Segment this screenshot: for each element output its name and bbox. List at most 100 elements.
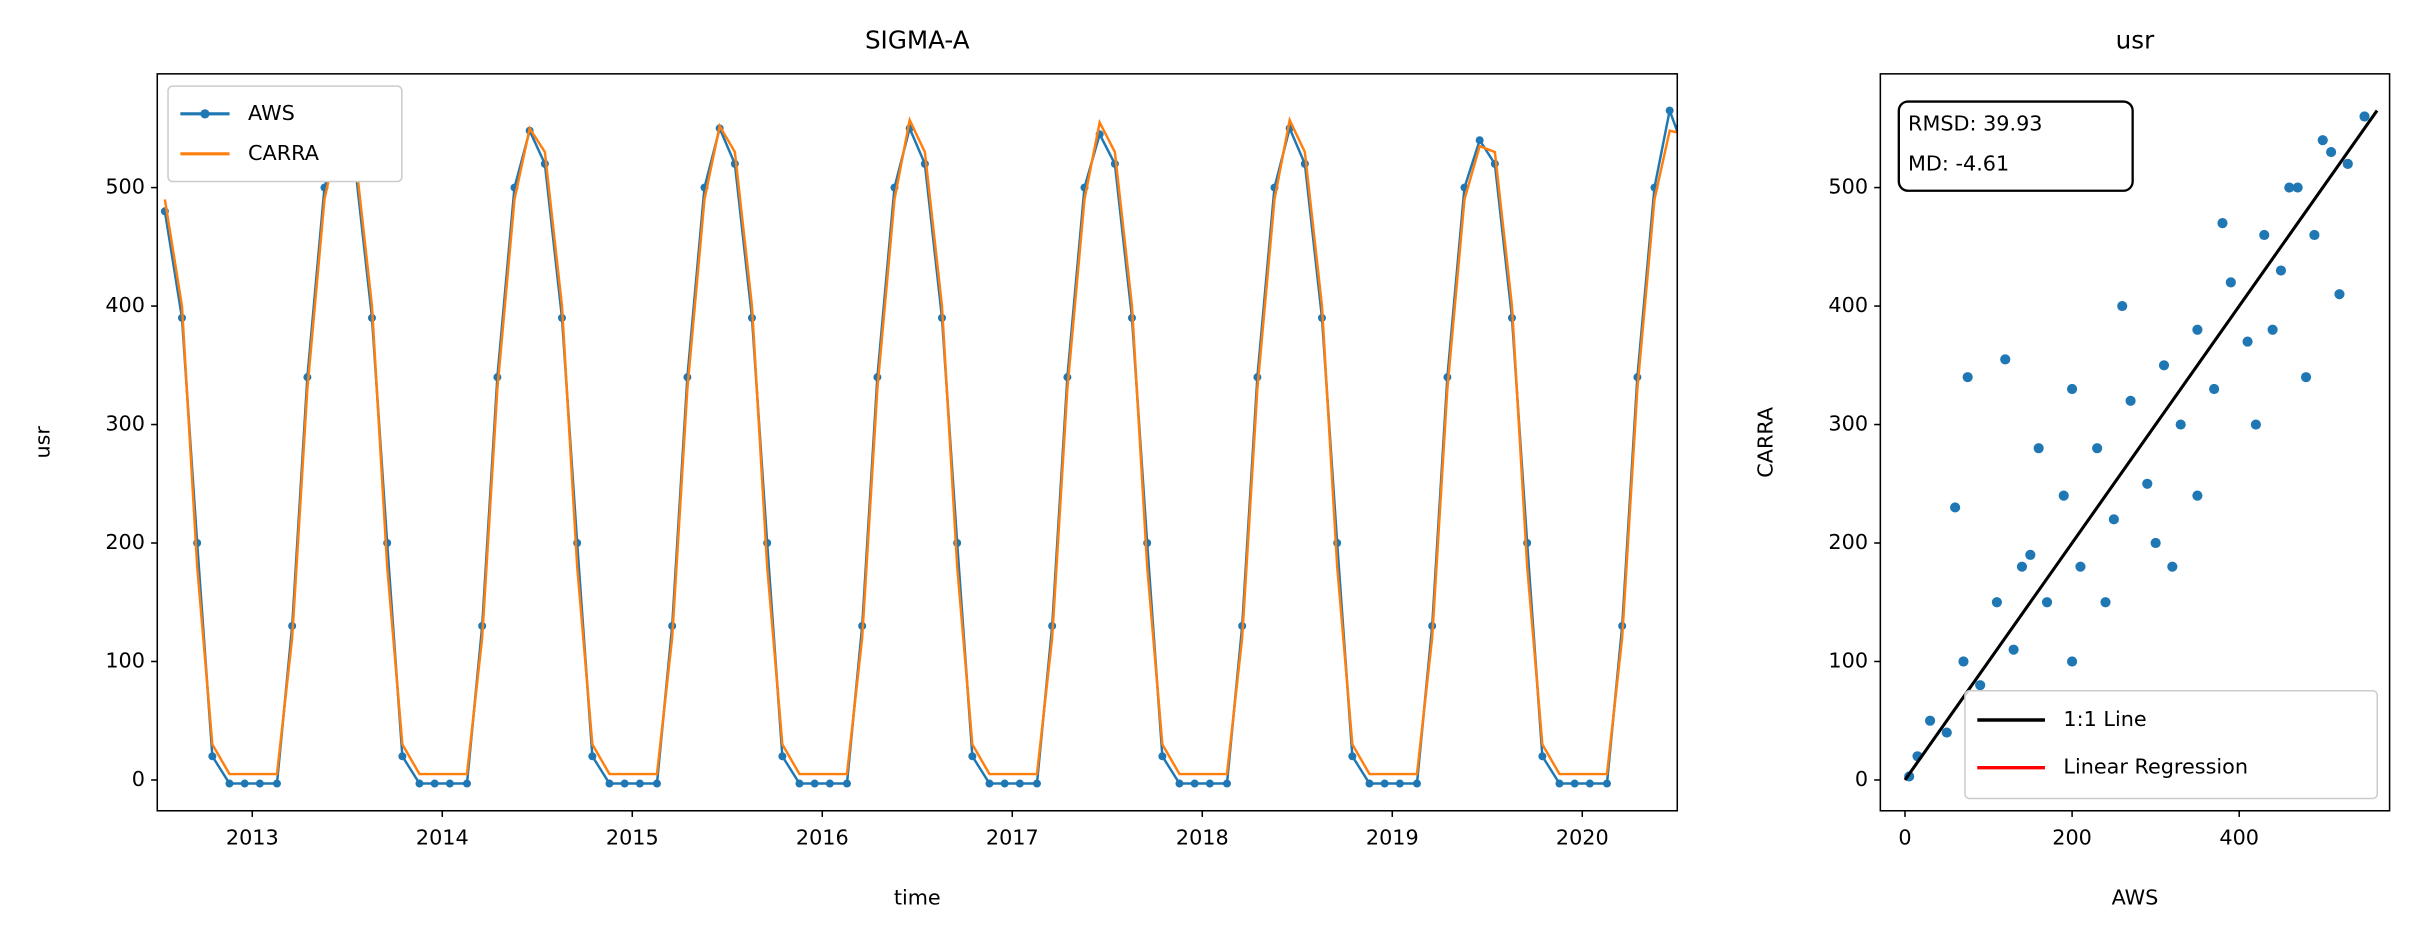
point-marker bbox=[778, 752, 787, 761]
y-tick-label: 200 bbox=[105, 530, 145, 554]
point-marker bbox=[1158, 752, 1167, 761]
series-line bbox=[163, 106, 1678, 785]
scatter-point bbox=[2016, 561, 2028, 572]
scatter-point bbox=[2225, 277, 2236, 288]
point-marker bbox=[415, 779, 424, 788]
annotation-text: MD: -4.61 bbox=[1908, 152, 2009, 176]
x-tick-label: 2017 bbox=[986, 825, 1039, 849]
scatter-point bbox=[1958, 656, 1969, 667]
scatter-point bbox=[1975, 680, 1986, 691]
x-tick-label: 2015 bbox=[606, 825, 659, 849]
x-axis-label: time bbox=[894, 885, 941, 909]
x-tick-label: 2016 bbox=[796, 825, 849, 849]
y-tick-label: 400 bbox=[105, 293, 145, 317]
point-marker bbox=[635, 779, 644, 788]
y-tick-label: 0 bbox=[132, 767, 145, 791]
scatter-point bbox=[2150, 537, 2161, 549]
point-marker bbox=[842, 779, 851, 788]
scatter-point bbox=[2108, 514, 2119, 525]
x-tick-label: 2018 bbox=[1176, 825, 1229, 849]
scatter-point bbox=[2175, 419, 2186, 430]
plot-area bbox=[1903, 109, 2379, 782]
series-line bbox=[163, 116, 1678, 776]
point-marker bbox=[430, 779, 439, 788]
point-marker bbox=[652, 779, 661, 788]
y-tick-label: 500 bbox=[1828, 175, 1868, 199]
point-marker bbox=[208, 752, 217, 761]
x-tick-label: 2014 bbox=[416, 825, 469, 849]
scatter-point bbox=[2217, 218, 2228, 229]
x-tick-label: 400 bbox=[2219, 825, 2259, 849]
point-marker bbox=[1190, 779, 1199, 788]
legend-label: Linear Regression bbox=[2063, 755, 2248, 779]
annotation-text: RMSD: 39.93 bbox=[1908, 112, 2042, 136]
scatter-point bbox=[2317, 135, 2328, 146]
legend-label: AWS bbox=[248, 101, 295, 125]
point-marker bbox=[1412, 779, 1421, 788]
scatter-point bbox=[2300, 372, 2312, 383]
point-marker bbox=[1380, 779, 1389, 788]
legend-box bbox=[167, 85, 403, 183]
point-marker bbox=[825, 779, 834, 788]
point-marker bbox=[255, 779, 264, 788]
chart-title: SIGMA-A bbox=[865, 26, 970, 55]
scatter-point bbox=[2092, 443, 2103, 454]
scatter-point bbox=[2025, 549, 2036, 560]
scatter-point bbox=[1941, 727, 1952, 738]
point-marker bbox=[272, 779, 281, 788]
scatter-point bbox=[2209, 383, 2220, 395]
point-marker bbox=[1395, 779, 1404, 788]
scatter-point bbox=[2292, 182, 2303, 193]
point-marker bbox=[605, 779, 614, 788]
scatter-point bbox=[2100, 597, 2111, 608]
point-marker bbox=[620, 779, 629, 788]
y-tick-label: 100 bbox=[105, 648, 145, 672]
x-tick-label: 2019 bbox=[1366, 825, 1419, 849]
scatter-point bbox=[2275, 265, 2287, 276]
scatter-point bbox=[2242, 336, 2253, 347]
scatter-point bbox=[2033, 443, 2044, 454]
y-tick-label: 200 bbox=[1828, 530, 1868, 554]
scatter-point bbox=[2284, 182, 2295, 193]
point-marker bbox=[1602, 779, 1611, 788]
axes-frame bbox=[156, 73, 1679, 812]
x-tick-label: 0 bbox=[1898, 825, 1911, 849]
scatter-point bbox=[2041, 597, 2053, 608]
x-tick-label: 200 bbox=[2052, 825, 2092, 849]
point-marker bbox=[462, 779, 471, 788]
point-marker bbox=[1348, 752, 1357, 761]
point-marker bbox=[240, 779, 249, 788]
y-tick-label: 400 bbox=[1828, 293, 1868, 317]
point-marker bbox=[1555, 779, 1564, 788]
scatter-point bbox=[2192, 490, 2203, 501]
point-marker bbox=[1475, 136, 1484, 145]
scatter-point bbox=[2058, 490, 2069, 501]
point-marker bbox=[1538, 752, 1547, 761]
point-marker bbox=[1681, 148, 1689, 156]
point-marker bbox=[588, 752, 597, 761]
scatter-point bbox=[2167, 561, 2178, 572]
scatter-point bbox=[2008, 644, 2019, 655]
scatter-point bbox=[2342, 158, 2353, 169]
scatter-point bbox=[2067, 656, 2078, 667]
point-marker bbox=[1570, 779, 1579, 788]
scatter-point bbox=[1924, 715, 1936, 726]
y-axis-label: usr bbox=[30, 426, 54, 459]
point-marker bbox=[1585, 779, 1594, 788]
x-tick-label: 2013 bbox=[226, 825, 279, 849]
point-marker bbox=[225, 779, 234, 788]
scatter-point bbox=[1962, 372, 1973, 383]
legend-box bbox=[1964, 690, 2379, 800]
y-tick-label: 0 bbox=[1855, 767, 1868, 791]
scatter-point bbox=[2125, 395, 2136, 406]
scatter-point bbox=[2158, 360, 2170, 371]
scatter-point bbox=[2359, 111, 2370, 122]
legend-marker bbox=[200, 109, 210, 119]
scatter-point bbox=[2309, 229, 2320, 241]
chart-title: usr bbox=[2116, 26, 2155, 55]
y-tick-label: 100 bbox=[1828, 648, 1868, 672]
point-marker bbox=[398, 752, 407, 761]
point-marker bbox=[968, 752, 977, 761]
scatter-point bbox=[2334, 289, 2345, 300]
